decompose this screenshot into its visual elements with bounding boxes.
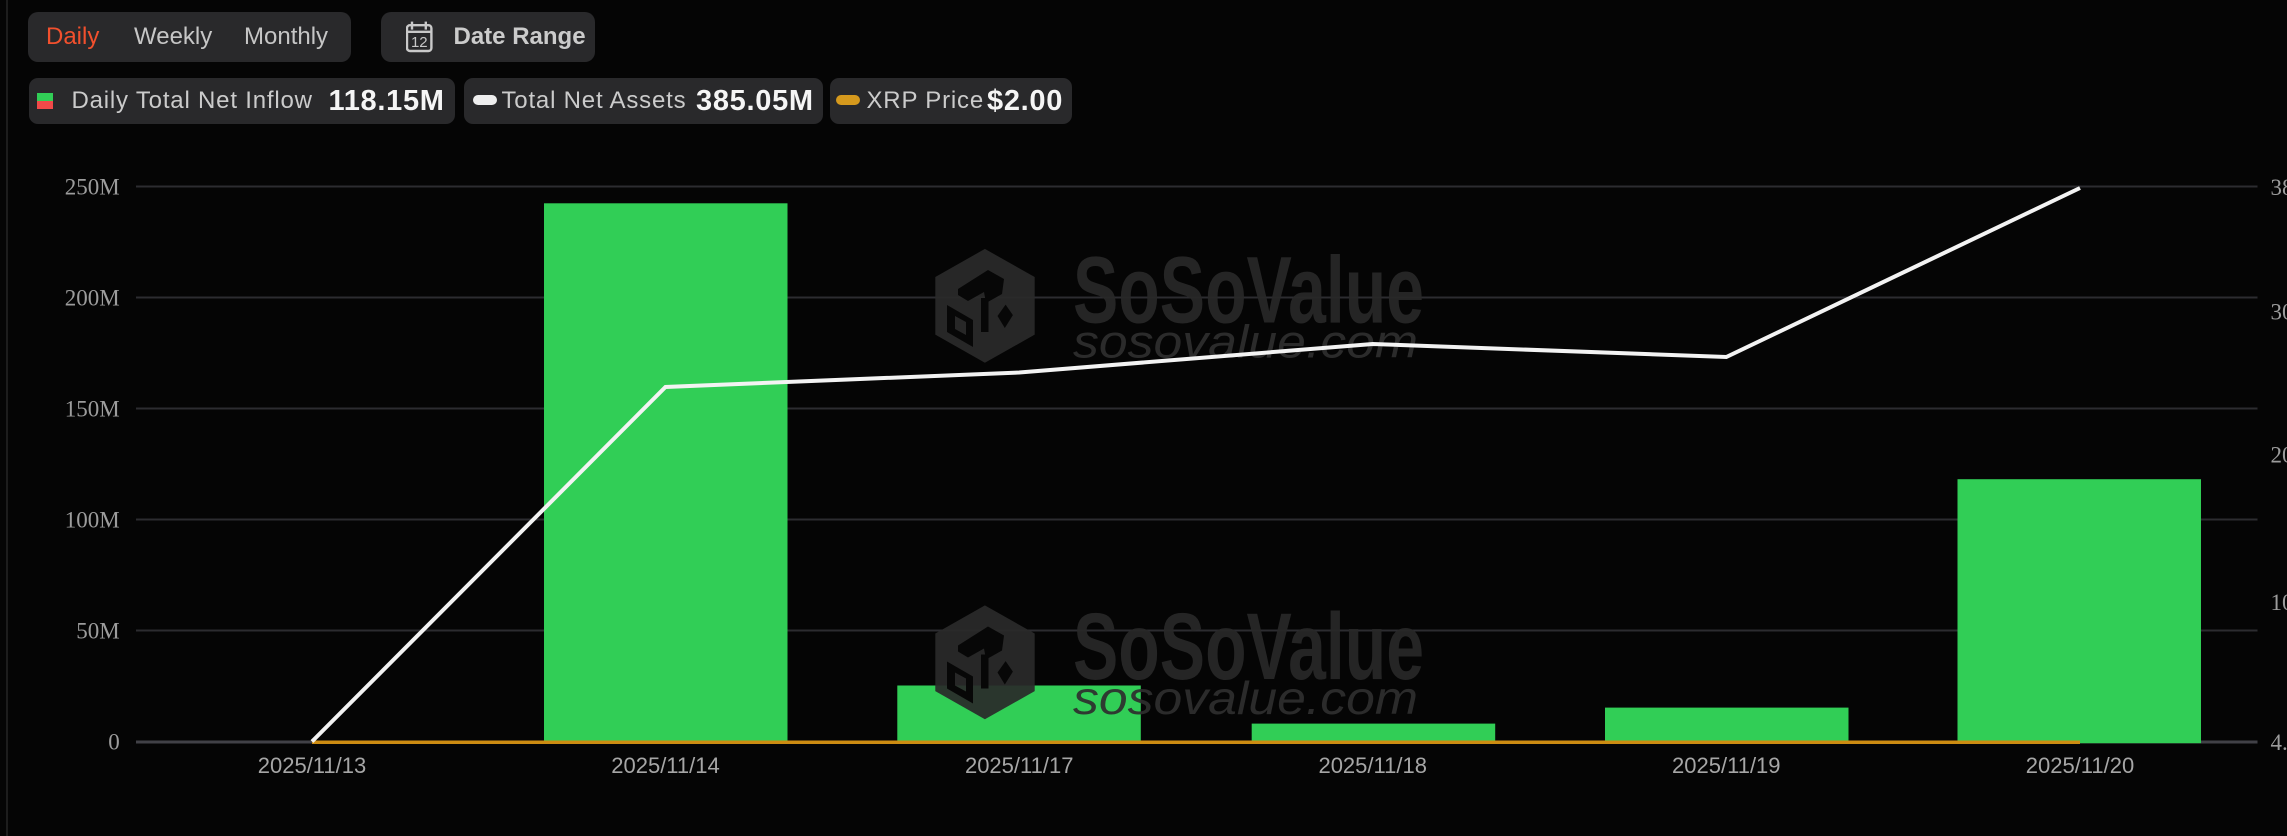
svg-text:SoSoValue: SoSoValue [1073,238,1424,344]
svg-text:SoSoValue: SoSoValue [1073,594,1424,700]
svg-text:2025/11/18: 2025/11/18 [1318,753,1426,778]
svg-text:100M: 100M [2271,590,2287,615]
svg-text:200M: 200M [65,286,120,311]
svg-text:50M: 50M [76,619,119,644]
svg-text:0: 0 [108,730,120,755]
svg-text:200M: 200M [2271,443,2287,468]
svg-text:sosovalue.com: sosovalue.com [1073,316,1418,368]
svg-text:2025/11/17: 2025/11/17 [965,753,1073,778]
svg-text:250M: 250M [65,175,120,200]
svg-text:150M: 150M [65,397,120,422]
svg-text:2025/11/20: 2025/11/20 [2026,753,2134,778]
svg-text:12: 12 [411,34,428,51]
svg-text:385.05M: 385.05M [2271,175,2287,200]
svg-text:100M: 100M [65,508,120,533]
svg-text:2025/11/14: 2025/11/14 [611,753,719,778]
svg-text:2025/11/13: 2025/11/13 [258,753,366,778]
svg-text:2025/11/19: 2025/11/19 [1672,753,1780,778]
svg-text:300M: 300M [2271,300,2287,325]
svg-text:sosovalue.com: sosovalue.com [1073,672,1418,724]
svg-text:4.42M: 4.42M [2271,730,2287,755]
